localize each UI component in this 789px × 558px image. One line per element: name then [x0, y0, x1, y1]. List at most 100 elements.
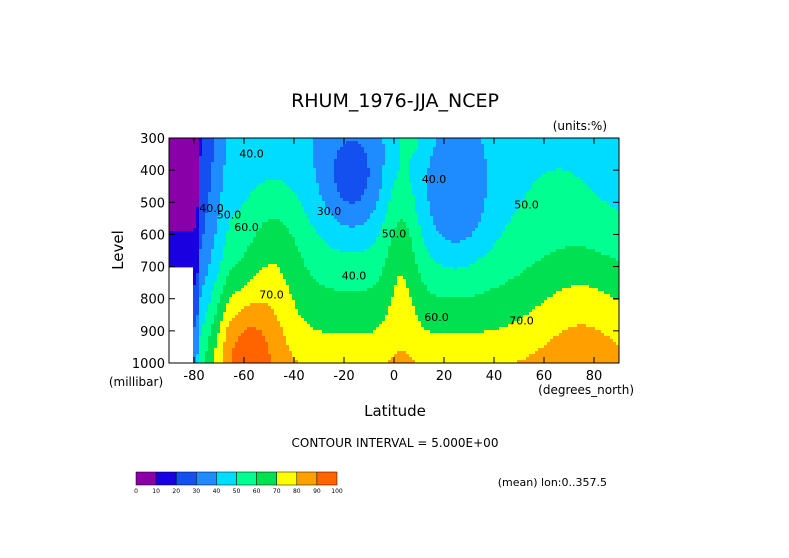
contour-cell [355, 246, 359, 250]
contour-cell [208, 207, 212, 211]
contour-cell [310, 141, 314, 145]
contour-cell [241, 276, 245, 280]
contour-cell [376, 177, 380, 181]
contour-cell [316, 354, 320, 358]
contour-cell [286, 234, 290, 238]
contour-cell [274, 216, 278, 220]
contour-cell [319, 147, 323, 151]
contour-cell [202, 201, 206, 205]
contour-cell [217, 342, 221, 346]
contour-cell [178, 174, 182, 178]
contour-cell [190, 165, 194, 169]
contour-cell [184, 174, 188, 178]
contour-cell [244, 285, 248, 289]
contour-cell [184, 144, 188, 148]
contour-cell [208, 186, 212, 190]
contour-cell [331, 351, 335, 355]
contour-cell [220, 267, 224, 271]
contour-cell [214, 234, 218, 238]
contour-cell [214, 345, 218, 349]
contour-cell [214, 144, 218, 148]
contour-cell [208, 300, 212, 304]
contour-cell [292, 213, 296, 217]
contour-cell [232, 297, 236, 301]
contour-cell [223, 342, 227, 346]
contour-cell [238, 255, 242, 259]
contour-cell [304, 273, 308, 277]
contour-cell [262, 321, 266, 325]
contour-cell [193, 255, 197, 259]
contour-cell [301, 165, 305, 169]
contour-cell [229, 279, 233, 283]
contour-cell [199, 351, 203, 355]
contour-cell [298, 255, 302, 259]
contour-cell [295, 285, 299, 289]
contour-cell [268, 342, 272, 346]
contour-cell [190, 201, 194, 205]
contour-cell [367, 342, 371, 346]
contour-cell [229, 333, 233, 337]
contour-cell [358, 198, 362, 202]
contour-cell [175, 174, 179, 178]
contour-cell [271, 168, 275, 172]
contour-cell [244, 270, 248, 274]
contour-cell [334, 192, 338, 196]
contour-cell [223, 324, 227, 328]
contour-cell [223, 252, 227, 256]
contour-cell [322, 144, 326, 148]
contour-cell [259, 198, 263, 202]
contour-cell [331, 357, 335, 361]
contour-cell [337, 267, 341, 271]
contour-cell [304, 138, 308, 142]
contour-cell [364, 303, 368, 307]
contour-cell [256, 144, 260, 148]
contour-cell [280, 279, 284, 283]
contour-cell [175, 258, 179, 262]
contour-cell [208, 315, 212, 319]
contour-cell [349, 255, 353, 259]
contour-cell [181, 255, 185, 259]
contour-cell [172, 222, 176, 226]
contour-cell [286, 192, 290, 196]
contour-cell [280, 303, 284, 307]
contour-cell [244, 300, 248, 304]
contour-cell [187, 141, 191, 145]
contour-cell [337, 345, 341, 349]
contour-cell [196, 147, 200, 151]
contour-cell [352, 165, 356, 169]
contour-cell [211, 240, 215, 244]
contour-cell [295, 336, 299, 340]
contour-cell [316, 237, 320, 241]
contour-cell [262, 162, 266, 166]
contour-cell [340, 138, 344, 142]
contour-cell [229, 276, 233, 280]
contour-cell [301, 225, 305, 229]
contour-cell [313, 276, 317, 280]
contour-cell [196, 300, 200, 304]
contour-cell [292, 186, 296, 190]
contour-cell [289, 141, 293, 145]
contour-cell [262, 288, 266, 292]
contour-cell [241, 192, 245, 196]
contour-cell [259, 249, 263, 253]
contour-cell [184, 210, 188, 214]
contour-cell [190, 219, 194, 223]
contour-cell [205, 207, 209, 211]
contour-cell [340, 156, 344, 160]
contour-cell [259, 183, 263, 187]
contour-cell [241, 327, 245, 331]
contour-cell [355, 189, 359, 193]
contour-cell [238, 159, 242, 163]
contour-cell [322, 189, 326, 193]
contour-cell [205, 258, 209, 262]
contour-cell [316, 279, 320, 283]
contour-cell [229, 345, 233, 349]
contour-cell [295, 144, 299, 148]
contour-cell [373, 156, 377, 160]
contour-cell [265, 231, 269, 235]
contour-cell [370, 327, 374, 331]
contour-cell [265, 258, 269, 262]
contour-cell [232, 246, 236, 250]
contour-cell [253, 246, 257, 250]
contour-cell [172, 261, 176, 265]
